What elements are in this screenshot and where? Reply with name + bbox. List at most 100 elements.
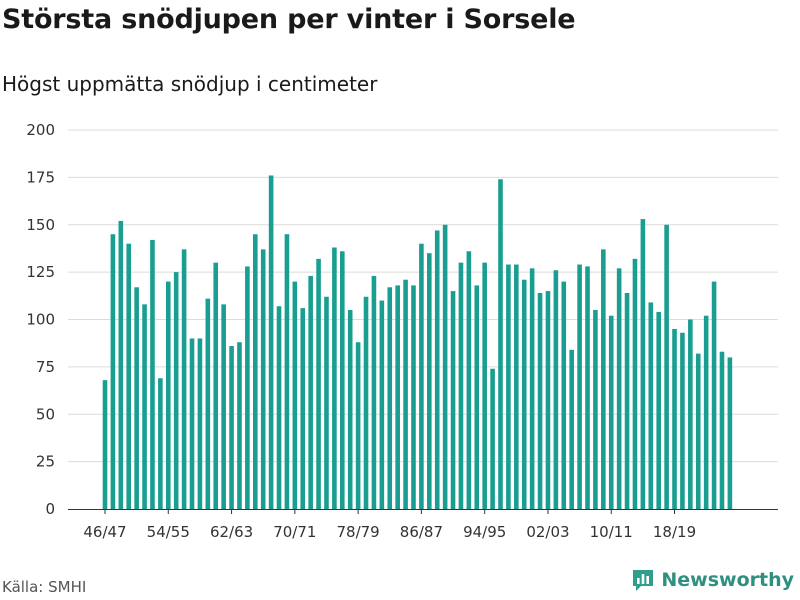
bar bbox=[640, 219, 646, 509]
bar bbox=[695, 353, 701, 509]
y-tick-label: 200 bbox=[26, 121, 55, 139]
bar bbox=[403, 279, 408, 509]
source-note: Källa: SMHI bbox=[2, 578, 87, 596]
bar bbox=[284, 234, 290, 509]
bar bbox=[363, 296, 369, 509]
bar bbox=[703, 315, 709, 509]
bar bbox=[474, 285, 480, 509]
bar bbox=[616, 268, 622, 509]
bar bbox=[719, 351, 725, 509]
bar bbox=[268, 175, 274, 510]
bar bbox=[205, 298, 211, 509]
bar bbox=[150, 239, 155, 509]
y-tick-label: 25 bbox=[36, 453, 55, 471]
bar bbox=[569, 349, 574, 509]
chart-subtitle: Högst uppmätta snödjup i centimeter bbox=[2, 72, 378, 96]
bar bbox=[379, 300, 385, 509]
y-tick-label: 75 bbox=[36, 358, 55, 376]
bar bbox=[134, 287, 139, 509]
bar bbox=[656, 311, 661, 509]
bar bbox=[601, 249, 606, 509]
bar bbox=[434, 230, 440, 509]
bar bbox=[324, 296, 329, 509]
bar bbox=[245, 266, 250, 509]
bar bbox=[181, 249, 187, 509]
bar bbox=[292, 281, 298, 509]
bar bbox=[260, 249, 266, 509]
bar bbox=[332, 247, 337, 510]
bar bbox=[237, 342, 242, 509]
brand-logo[interactable]: Newsworthy bbox=[631, 568, 794, 592]
bar bbox=[158, 378, 163, 509]
bar bbox=[727, 357, 733, 509]
x-tick-label: 02/03 bbox=[526, 523, 569, 541]
x-tick-label: 78/79 bbox=[337, 523, 380, 541]
bar bbox=[355, 342, 361, 509]
bar bbox=[340, 251, 345, 509]
bar bbox=[173, 272, 179, 509]
x-tick-label: 86/87 bbox=[400, 523, 443, 541]
bar bbox=[608, 315, 614, 509]
bar bbox=[252, 234, 258, 509]
x-tick-label: 54/55 bbox=[147, 523, 190, 541]
bar bbox=[419, 243, 424, 509]
bar bbox=[545, 291, 551, 509]
bar bbox=[118, 220, 124, 509]
bar bbox=[387, 287, 393, 509]
bar bbox=[442, 224, 448, 509]
bar bbox=[466, 251, 472, 509]
y-tick-label: 100 bbox=[26, 311, 55, 329]
bar bbox=[165, 281, 171, 509]
bar bbox=[688, 319, 693, 509]
y-tick-label: 0 bbox=[45, 500, 55, 518]
bar bbox=[529, 268, 535, 509]
bar bbox=[498, 179, 503, 509]
bar bbox=[577, 264, 582, 509]
bar bbox=[672, 328, 677, 509]
x-tick-label: 62/63 bbox=[210, 523, 253, 541]
bar bbox=[585, 266, 590, 509]
y-tick-label: 150 bbox=[26, 216, 55, 234]
bar bbox=[450, 291, 456, 509]
x-tick-label: 18/19 bbox=[653, 523, 696, 541]
bar-chart-logo-icon bbox=[633, 570, 654, 591]
bar bbox=[593, 310, 598, 509]
chart-title: Största snödjupen per vinter i Sorsele bbox=[2, 4, 576, 35]
bar bbox=[142, 304, 147, 509]
bar bbox=[553, 270, 559, 509]
bar bbox=[458, 262, 464, 509]
bar bbox=[411, 285, 416, 509]
bar bbox=[490, 368, 495, 509]
bar bbox=[189, 338, 195, 509]
bar bbox=[221, 304, 226, 509]
bar bbox=[347, 310, 353, 509]
bar bbox=[711, 281, 717, 509]
bar bbox=[229, 346, 234, 509]
bar bbox=[632, 258, 638, 509]
y-tick-label: 125 bbox=[26, 263, 55, 281]
brand-name: Newsworthy bbox=[661, 569, 794, 591]
y-tick-label: 50 bbox=[36, 405, 55, 423]
x-tick-label: 10/11 bbox=[590, 523, 633, 541]
bar bbox=[276, 306, 282, 509]
bar bbox=[521, 279, 527, 509]
bar bbox=[102, 380, 108, 509]
bar bbox=[506, 264, 511, 509]
bar bbox=[316, 258, 321, 509]
bar bbox=[427, 253, 432, 509]
bar bbox=[624, 292, 630, 509]
bar bbox=[680, 332, 685, 509]
x-tick-label: 70/71 bbox=[273, 523, 316, 541]
bar bbox=[664, 224, 669, 509]
bar bbox=[308, 275, 313, 509]
bar bbox=[213, 262, 219, 509]
bar bbox=[537, 292, 543, 509]
y-tick-label: 175 bbox=[26, 168, 55, 186]
bar bbox=[126, 243, 132, 509]
bar bbox=[197, 338, 203, 509]
bar bbox=[514, 264, 519, 509]
bar bbox=[300, 308, 306, 509]
bar bbox=[482, 262, 487, 509]
bar bbox=[561, 281, 567, 509]
